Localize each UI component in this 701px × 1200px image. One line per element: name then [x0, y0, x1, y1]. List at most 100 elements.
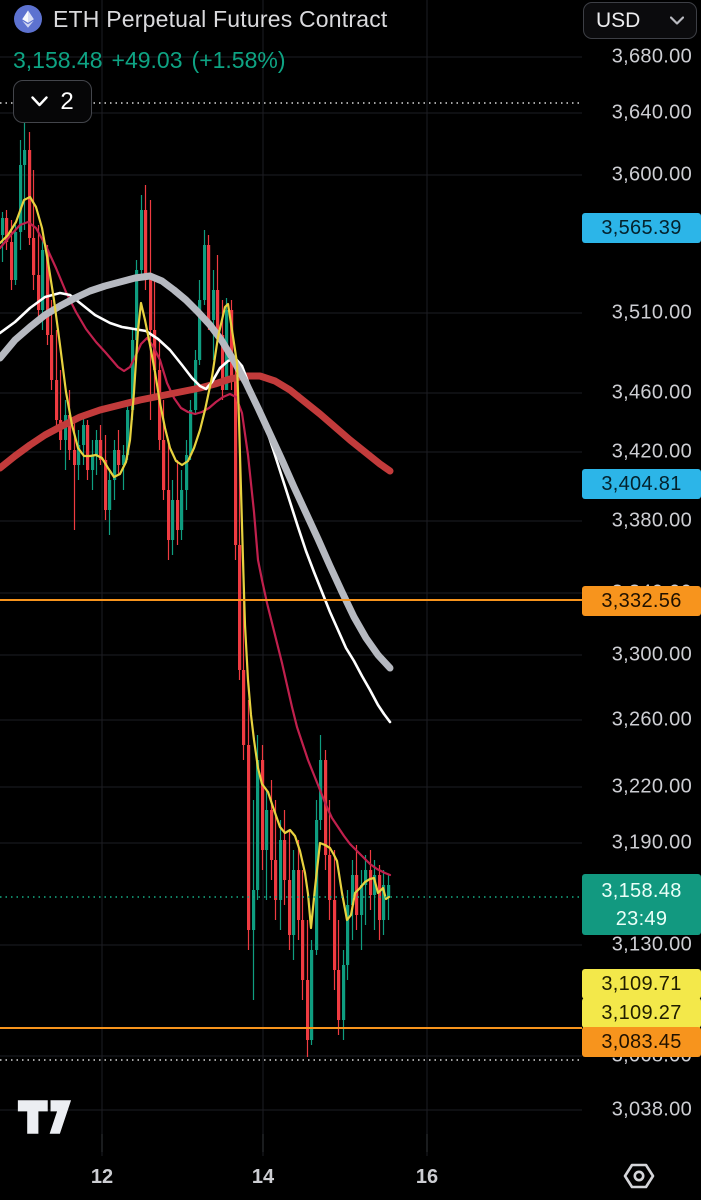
currency-selector[interactable]: USD	[583, 2, 697, 39]
last-price-badge: 3,158.48 23:49	[582, 874, 701, 935]
candle-body	[355, 875, 359, 915]
candle-body	[176, 500, 180, 530]
candle-body	[216, 290, 220, 335]
candle-body	[117, 450, 121, 465]
candle-body	[104, 460, 108, 510]
candle-body	[32, 238, 36, 275]
candle-body	[144, 210, 148, 275]
price-axis-label[interactable]: 3,460.00	[611, 381, 692, 404]
candle-body	[180, 490, 184, 530]
price-level-badge: 3,083.45	[582, 1027, 701, 1057]
candle-body	[167, 490, 171, 540]
time-axis-label[interactable]: 12	[90, 1166, 114, 1188]
candle-body	[238, 545, 242, 670]
price-change: +49.03	[111, 47, 183, 73]
candle-body	[37, 275, 41, 310]
candle-body	[328, 855, 332, 900]
candle-body	[288, 880, 292, 935]
price-axis-label[interactable]: 3,420.00	[611, 440, 692, 463]
candle-body	[46, 250, 50, 335]
time-axis-label[interactable]: 14	[251, 1166, 275, 1188]
candle-body	[373, 875, 377, 895]
chart-settings-button[interactable]	[620, 1157, 658, 1200]
price-axis-label[interactable]: 3,220.00	[611, 775, 692, 798]
candle-body	[99, 440, 103, 460]
price-axis-label[interactable]: 3,640.00	[611, 101, 692, 124]
candle-body	[28, 150, 32, 238]
price-change-percent: (+1.58%)	[191, 47, 286, 73]
candle-body	[351, 875, 355, 905]
price-axis-label[interactable]: 3,038.00	[611, 1098, 692, 1121]
candle-body	[198, 300, 202, 360]
candle-body	[203, 245, 207, 300]
candle-body	[41, 250, 45, 310]
candle-body	[171, 500, 175, 540]
candle-body	[270, 810, 274, 860]
candle-body	[77, 445, 81, 465]
candle-body	[10, 242, 14, 280]
ma-fast-yellow	[0, 195, 391, 930]
candle-body	[306, 980, 310, 1040]
last-price-badge-value: 3,158.48	[601, 879, 682, 902]
candle-body	[265, 810, 269, 850]
timeframe-value: 2	[60, 87, 74, 115]
candle-body	[364, 870, 368, 885]
candle-body	[315, 820, 319, 950]
candle-body	[242, 670, 246, 745]
symbol-title: ETH Perpetual Futures Contract	[53, 5, 388, 32]
candle-body	[333, 900, 337, 970]
price-axis-label[interactable]: 3,190.00	[611, 831, 692, 854]
candle-body	[82, 425, 86, 445]
candle-body	[113, 450, 117, 480]
price-level-badge: 3,109.71	[582, 969, 701, 999]
candle-body	[189, 410, 193, 455]
candle-body	[337, 970, 341, 1020]
candle-body	[274, 860, 278, 900]
candle-body	[221, 335, 225, 390]
candle-body	[324, 760, 328, 855]
price-axis-label[interactable]: 3,300.00	[611, 643, 692, 666]
candle-body	[342, 965, 346, 1020]
candle-body	[108, 480, 112, 510]
price-axis-label[interactable]: 3,380.00	[611, 509, 692, 532]
candle-body	[55, 380, 59, 420]
ma-thick-gray	[0, 272, 394, 672]
candle-body	[19, 165, 23, 232]
candle-body	[261, 760, 265, 850]
timeframe-button[interactable]: 2	[13, 80, 92, 123]
last-price: 3,158.48	[13, 47, 103, 73]
candle-body	[346, 905, 350, 965]
price-axis-label[interactable]: 3,510.00	[611, 301, 692, 324]
candle-body	[95, 440, 99, 455]
candle-body	[279, 840, 283, 900]
candle-body	[91, 455, 95, 470]
candle-body	[86, 425, 90, 470]
candle-body	[207, 245, 211, 320]
price-axis-label[interactable]: 3,680.00	[611, 45, 692, 68]
currency-value: USD	[596, 8, 641, 32]
price-axis-label[interactable]: 3,260.00	[611, 708, 692, 731]
chevron-down-icon	[31, 96, 49, 107]
symbol-header[interactable]: ETH Perpetual Futures Contract	[14, 5, 388, 33]
price-level-badge: 3,565.39	[582, 213, 701, 243]
tradingview-logo[interactable]	[16, 1096, 72, 1143]
price-axis-label[interactable]: 3,130.00	[611, 933, 692, 956]
candle-body	[310, 950, 314, 1040]
time-axis-label[interactable]: 16	[415, 1166, 439, 1188]
candle-body	[1, 218, 5, 235]
candle-body	[212, 290, 216, 320]
candle-body	[234, 380, 238, 545]
candle-body	[194, 360, 198, 410]
candle-body	[135, 270, 139, 340]
price-level-badge: 3,332.56	[582, 586, 701, 616]
candle-body	[185, 455, 189, 490]
candle-body	[14, 232, 18, 280]
price-level-badge: 3,109.27	[582, 998, 701, 1028]
candle-body	[292, 870, 296, 935]
bar-countdown: 23:49	[615, 907, 668, 930]
candle-body	[149, 275, 153, 330]
candle-body	[131, 340, 135, 410]
price-axis-label[interactable]: 3,600.00	[611, 163, 692, 186]
